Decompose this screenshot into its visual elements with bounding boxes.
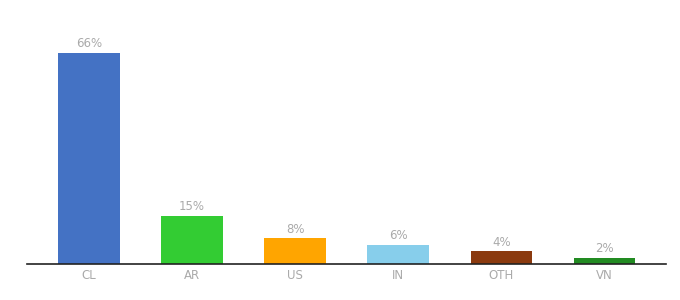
Text: 8%: 8% (286, 223, 305, 236)
Bar (265, 238, 326, 264)
Text: 6%: 6% (389, 229, 408, 242)
Text: 4%: 4% (492, 236, 511, 249)
Bar (471, 251, 532, 264)
Bar (58, 53, 120, 264)
Text: 66%: 66% (76, 37, 102, 50)
Bar (574, 258, 636, 264)
Text: 2%: 2% (595, 242, 614, 255)
Bar (367, 245, 429, 264)
Bar (161, 216, 223, 264)
Text: 15%: 15% (179, 200, 205, 213)
